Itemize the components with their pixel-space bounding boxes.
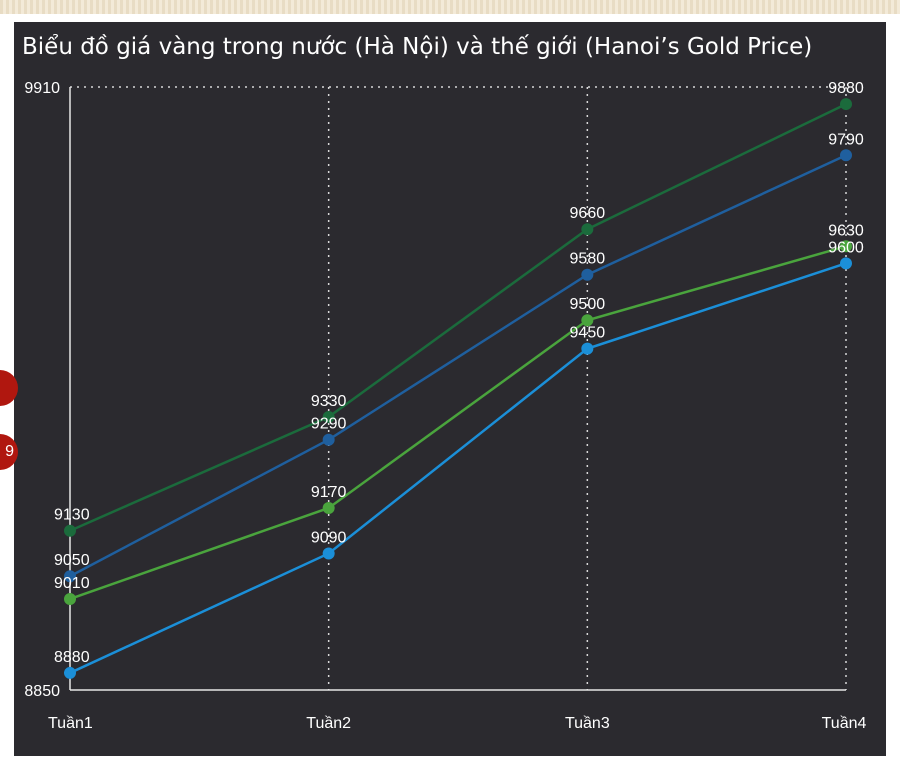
- data-point: [581, 223, 594, 236]
- x-tick-label: Tuần4: [822, 715, 867, 732]
- data-point: [64, 666, 76, 679]
- chart-panel: [14, 22, 886, 756]
- side-badge: [0, 370, 18, 406]
- data-label: 9630: [828, 222, 864, 239]
- data-point: [322, 410, 335, 423]
- data-point: [322, 501, 335, 514]
- data-point: [64, 592, 76, 605]
- data-point: [581, 342, 594, 355]
- data-label: 9050: [54, 552, 90, 569]
- data-point: [840, 257, 852, 270]
- data-label: 9090: [311, 529, 347, 546]
- y-tick-label: 9910: [24, 80, 60, 97]
- data-point: [64, 570, 76, 583]
- y-tick-label: 8850: [24, 683, 60, 700]
- data-point: [840, 240, 852, 253]
- data-label: 9010: [54, 575, 90, 592]
- x-tick-label: Tuần2: [306, 715, 351, 732]
- data-point: [581, 314, 594, 327]
- data-label: 9450: [570, 325, 606, 342]
- data-label: 9660: [570, 205, 606, 222]
- data-label: 9880: [828, 80, 864, 97]
- data-label: 9600: [828, 239, 864, 256]
- data-label: 9130: [54, 507, 90, 524]
- data-point: [840, 149, 852, 162]
- data-point: [322, 433, 335, 446]
- data-label: 9290: [311, 416, 347, 433]
- data-label: 8880: [54, 649, 90, 666]
- data-point: [64, 524, 76, 537]
- x-tick-label: Tuần1: [48, 715, 93, 732]
- data-point: [322, 547, 335, 560]
- chart-title: Biểu đồ giá vàng trong nước (Hà Nội) và …: [22, 34, 813, 60]
- x-tick-label: Tuần3: [565, 715, 610, 732]
- data-label: 9330: [311, 393, 347, 410]
- data-label: 9580: [570, 251, 606, 268]
- series-line: [69, 245, 847, 601]
- decorative-top-strip: [0, 0, 900, 14]
- series-line: [69, 154, 847, 578]
- data-point: [581, 268, 594, 281]
- side-badge: 9: [0, 434, 18, 470]
- data-point: [840, 98, 852, 111]
- series-line: [69, 102, 847, 532]
- data-label: 9790: [828, 131, 864, 148]
- series-line: [69, 262, 847, 675]
- data-label: 9170: [311, 484, 347, 501]
- side-badge-label: 9: [5, 443, 14, 460]
- data-label: 9500: [570, 296, 606, 313]
